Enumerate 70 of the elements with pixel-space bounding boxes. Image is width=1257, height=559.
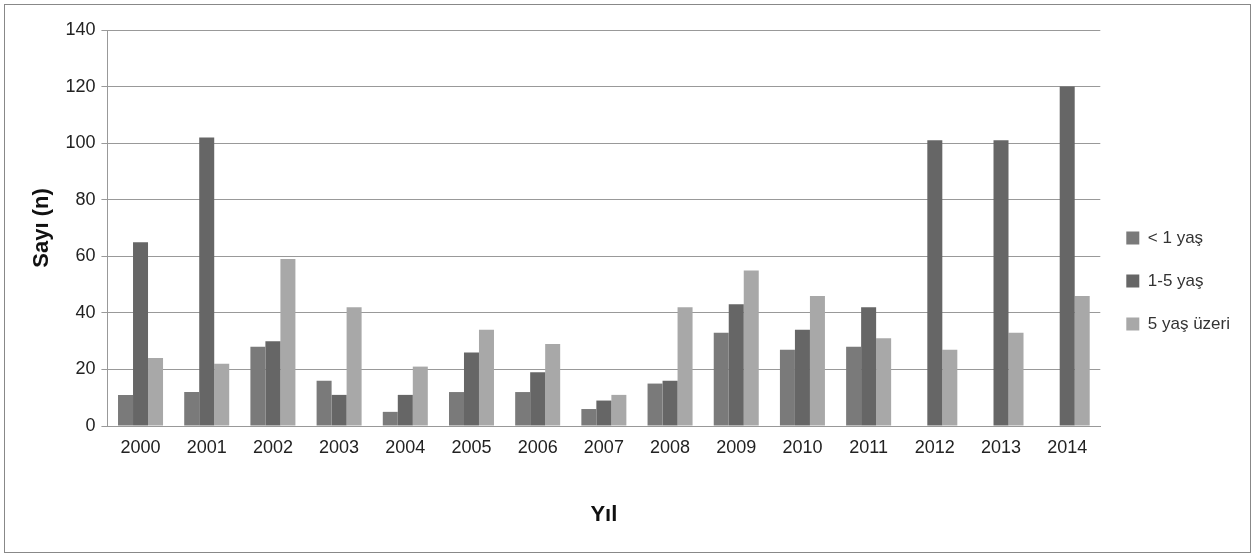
bar: [743, 270, 759, 426]
bar: [265, 341, 281, 426]
bar: [463, 352, 479, 426]
x-tick-label: 2010: [782, 436, 823, 457]
bar: [728, 304, 744, 426]
bar: [250, 346, 266, 426]
bar: [647, 383, 663, 426]
bar: [478, 329, 494, 426]
x-tick-label: 2013: [980, 436, 1022, 457]
bar: [596, 400, 612, 426]
x-tick-label: 2014: [1047, 436, 1088, 457]
bar: [846, 346, 862, 426]
y-tick-label: 40: [75, 301, 96, 322]
y-tick-label: 20: [75, 358, 96, 379]
bar: [199, 137, 215, 426]
bar: [118, 394, 134, 426]
bar: [662, 380, 678, 426]
legend-label: 5 yaş üzeri: [1147, 313, 1230, 333]
x-tick-label: 2008: [650, 436, 691, 457]
y-tick-label: 120: [65, 75, 96, 96]
y-tick-label: 60: [75, 245, 96, 266]
bar: [530, 372, 546, 426]
bar: [876, 338, 892, 426]
bar: [581, 409, 597, 426]
bar: [316, 380, 332, 426]
bar: [809, 295, 825, 426]
y-axis-title: Sayı (n): [28, 188, 54, 268]
bar: [133, 242, 149, 426]
y-tick-label: 140: [65, 18, 96, 39]
y-tick-label: 80: [75, 188, 96, 209]
x-tick-label: 2001: [186, 436, 227, 457]
y-tick-label: 0: [85, 414, 96, 435]
bar: [1008, 332, 1024, 426]
bar: [677, 307, 693, 426]
bar: [448, 392, 464, 426]
bar: [515, 392, 531, 426]
x-tick-label: 2011: [849, 436, 888, 457]
bar: [713, 332, 729, 426]
y-tick-label: 100: [65, 132, 96, 153]
x-tick-label: 2002: [252, 436, 293, 457]
legend-label: 1-5 yaş: [1147, 270, 1204, 290]
bar: [993, 140, 1009, 426]
bar: [382, 411, 398, 426]
bar: [346, 307, 362, 426]
bar: [861, 307, 877, 426]
bar: [280, 259, 296, 426]
bar: [779, 349, 795, 426]
bar: [1059, 86, 1075, 426]
bar: [942, 349, 958, 426]
bar: [331, 394, 347, 426]
bar: [397, 394, 413, 426]
bar: [927, 140, 943, 426]
x-tick-label: 2007: [583, 436, 624, 457]
x-tick-label: 2012: [914, 436, 955, 457]
x-tick-label: 2009: [716, 436, 757, 457]
bar: [611, 394, 627, 426]
bar: [545, 343, 561, 426]
bar: [794, 329, 810, 426]
x-tick-label: 2004: [385, 436, 426, 457]
bar: [412, 366, 428, 426]
x-tick-label: 2000: [120, 436, 161, 457]
bar: [1074, 295, 1090, 426]
x-tick-label: 2006: [517, 436, 558, 457]
x-axis-title: Yıl: [590, 500, 618, 526]
bar: [184, 392, 200, 426]
bar: [214, 363, 230, 426]
x-tick-label: 2005: [451, 436, 492, 457]
x-tick-label: 2003: [319, 436, 360, 457]
legend-label: < 1 yaş: [1147, 227, 1204, 247]
bar: [148, 358, 164, 426]
